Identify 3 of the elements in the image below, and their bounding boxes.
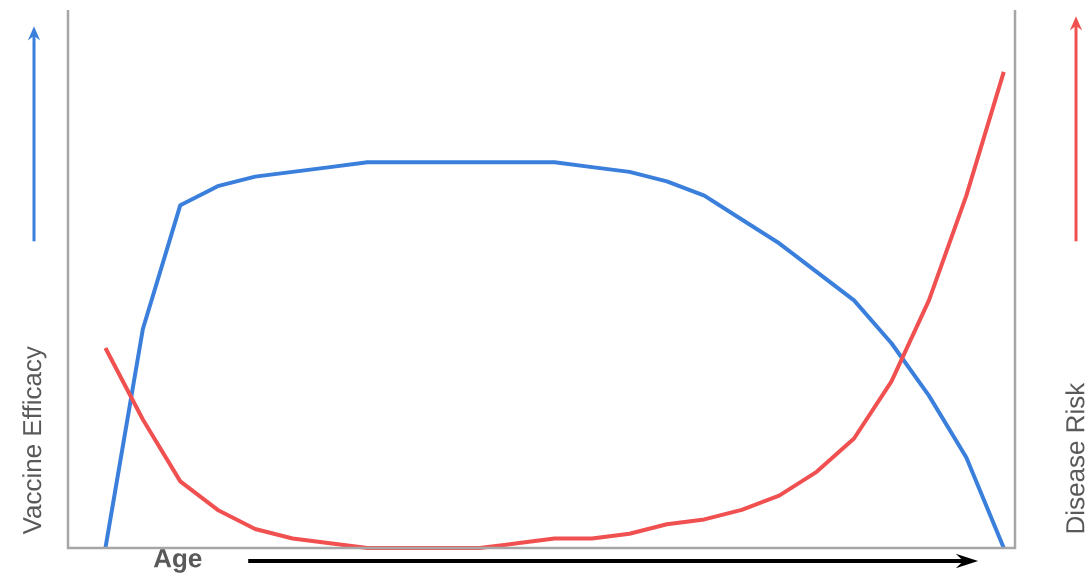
y2-axis-title: Disease Risk [1065,382,1085,533]
y-axis-title: Vaccine Efficacy [22,346,47,535]
x-axis-title: Age [153,549,202,573]
